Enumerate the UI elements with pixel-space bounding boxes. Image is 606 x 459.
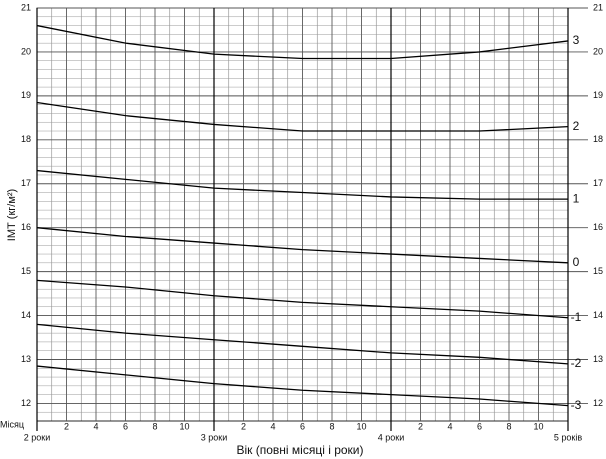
y-tick-label-right: 14 (593, 310, 603, 320)
x-tick-label: 8 (329, 421, 334, 431)
x-tick-label: 2 роки (24, 432, 50, 442)
x-tick-label: 4 роки (378, 432, 404, 442)
x-tick-label: 5 років (554, 432, 582, 442)
x-tick-label: 10 (179, 421, 189, 431)
x-tick-label: 3 роки (201, 432, 227, 442)
x-tick-label: 2 (418, 421, 423, 431)
y-tick-label: 13 (21, 354, 31, 364)
y-tick-label: 15 (21, 266, 31, 276)
x-tick-label: 6 (300, 421, 305, 431)
series-label: 0 (573, 255, 580, 269)
x-tick-label: 2 (64, 421, 69, 431)
z-score-line (36, 24, 569, 60)
y-tick-label-right: 17 (593, 178, 603, 188)
z-score-line (36, 169, 568, 200)
series-label: -2 (571, 356, 582, 370)
y-tick-label: 14 (21, 310, 31, 320)
z-score-line (36, 279, 569, 319)
y-tick-label: 16 (21, 222, 31, 232)
y-tick-label-right: 18 (593, 134, 603, 144)
z-score-line (36, 323, 569, 365)
y-tick-label: 17 (21, 178, 31, 188)
y-tick-label: 12 (21, 398, 31, 408)
series-label: 2 (573, 119, 580, 133)
x-axis-title: Вік (повні місяці і роки) (236, 443, 363, 457)
y-tick-label-right: 20 (593, 46, 603, 56)
z-score-line (36, 101, 569, 132)
x-tick-label: 8 (152, 421, 157, 431)
y-tick-label-right: 15 (593, 266, 603, 276)
y-tick-label: 21 (21, 2, 31, 12)
series-label: 1 (573, 191, 580, 205)
series-label: -1 (571, 310, 582, 324)
x-tick-label: 10 (356, 421, 366, 431)
y-tick-label-right: 19 (593, 90, 603, 100)
x-tick-label: 6 (123, 421, 128, 431)
z-score-line (36, 227, 569, 264)
y-tick-label: 19 (21, 90, 31, 100)
y-tick-label-right: 13 (593, 354, 603, 364)
y-tick-label-right: 16 (593, 222, 603, 232)
y-tick-label-right: 12 (593, 398, 603, 408)
x-tick-label: 6 (477, 421, 482, 431)
y-tick-label: 20 (21, 46, 31, 56)
x-tick-label: 4 (93, 421, 98, 431)
x-tick-label: 4 (447, 421, 452, 431)
y-tick-label: 18 (21, 134, 31, 144)
series-label: 3 (573, 33, 580, 47)
month-row-label: Місяц (0, 419, 24, 429)
y-tick-label-right: 21 (593, 2, 603, 12)
series-label: -3 (571, 398, 582, 412)
x-tick-label: 10 (533, 421, 543, 431)
y-axis-title: ІМТ (кг/м²) (6, 189, 18, 241)
z-score-line (36, 365, 569, 407)
x-tick-label: 2 (241, 421, 246, 431)
x-tick-label: 4 (270, 421, 275, 431)
x-tick-label: 8 (506, 421, 511, 431)
